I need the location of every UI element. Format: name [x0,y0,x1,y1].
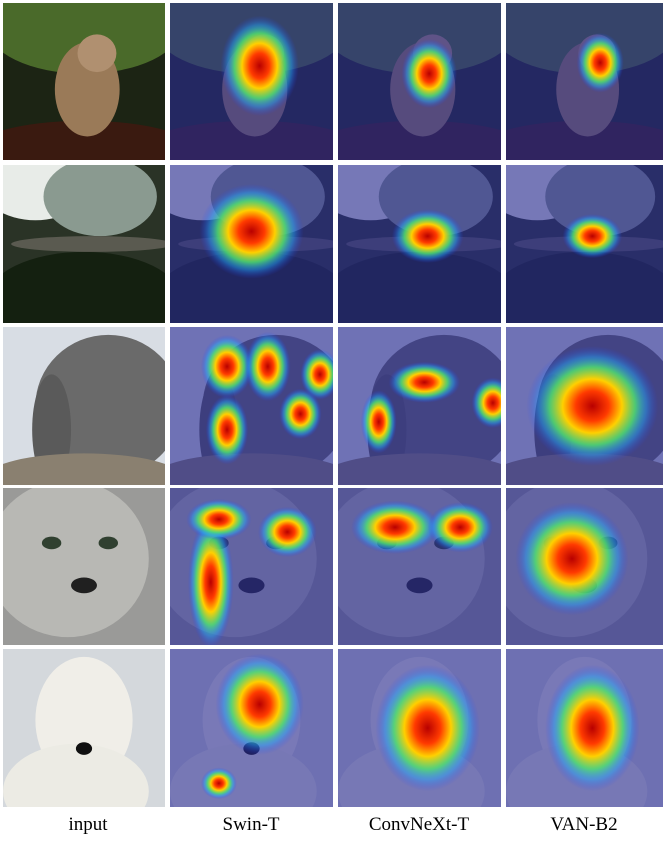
heatmap-blob [221,16,299,116]
heatmap-blob [245,332,291,402]
image [0,327,181,501]
scene-shape [11,236,173,252]
image [154,327,350,501]
image [490,327,663,501]
image-cell [146,141,350,346]
image-cell [475,0,663,184]
column-label: input [68,814,108,835]
image [0,0,197,184]
image [0,141,181,346]
heatmap-blob [389,362,461,403]
image [475,0,663,184]
image [338,649,501,839]
image-cell [0,0,197,184]
heatmap-blob [428,502,493,552]
heatmap-blob [216,654,304,755]
image [305,0,533,184]
column-label: VAN-B2 [550,814,617,835]
heatmap-blob [279,389,321,440]
image-cell [137,0,365,184]
heatmap-blob [201,768,237,800]
image [490,480,663,645]
image-cell [154,480,333,648]
page: input Swin-T ConvNeXt-T VAN-B2 (() => { … [0,0,663,842]
image-cell [482,141,663,346]
column-label: Swin-T [223,814,280,835]
image [137,0,365,184]
heatmap-blob [351,501,439,554]
scene-shape [71,577,97,593]
scene-shape [78,34,117,72]
image [146,141,350,346]
image [482,141,663,346]
image-cell [490,480,663,645]
image-cell [0,480,165,645]
image-cell [338,649,501,839]
image-cell [506,649,663,839]
heatmap-blob [186,499,251,540]
image [170,649,333,839]
scene-shape [76,742,92,755]
heatmap-blob [515,502,628,615]
heatmap-blob [563,214,623,258]
heatmap-blob [526,346,658,466]
scene-shape [99,537,118,550]
heatmap-blob [392,209,464,263]
figure: input Swin-T ConvNeXt-T VAN-B2 [0,0,663,842]
column-label: ConvNeXt-T [369,814,470,835]
image-cell [322,480,501,645]
image [322,327,518,501]
heatmap-blob [361,390,397,453]
heatmap-blob [545,665,639,791]
image-cell [314,141,518,346]
image-cell [0,327,181,501]
image [314,141,518,346]
image-cell [490,327,663,501]
image-cell [322,327,518,501]
heatmap-blob [577,33,624,93]
heatmap-blob [375,665,479,791]
scene-shape [42,537,61,550]
image [506,649,663,839]
heatmap-blob [258,507,317,557]
heatmap-blob [206,395,248,465]
image [154,480,333,648]
image [3,649,165,839]
image [0,480,165,645]
image-cell [3,649,165,839]
image-cell [154,327,350,501]
image [322,480,501,645]
image-cell [0,141,181,346]
heatmap-blob [199,184,303,279]
heatmap-blob [402,39,457,108]
image-cell [170,649,333,839]
image-cell [305,0,533,184]
scene-shape [43,157,156,236]
